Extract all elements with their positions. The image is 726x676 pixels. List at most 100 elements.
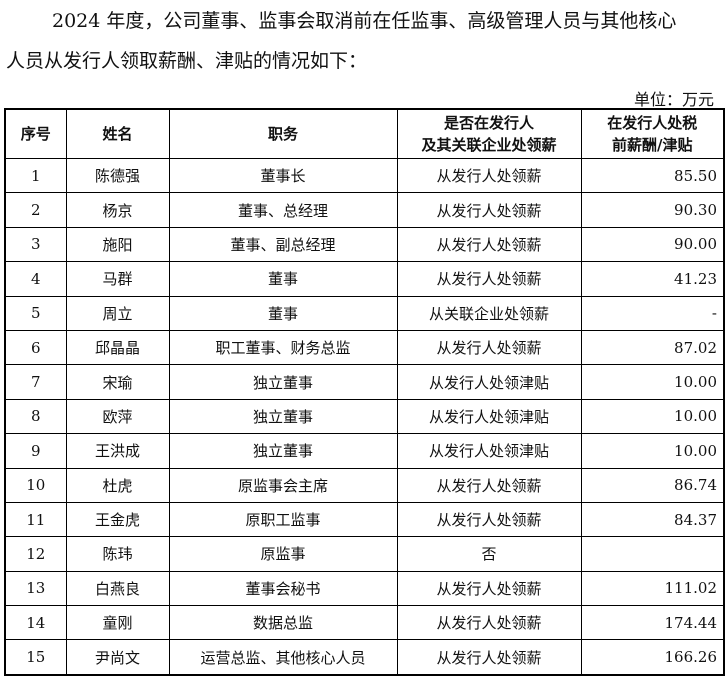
cell-position: 独立董事 — [168, 433, 398, 469]
cell-position: 原监事会主席 — [168, 467, 398, 503]
cell-name: 欧萍 — [65, 398, 170, 435]
intro-line-1: 2024 年度，公司董事、监事会取消前在任监事、高级管理人员与其他核心 — [52, 10, 677, 32]
cell-salary: 166.26 — [580, 639, 725, 676]
cell-index: 3 — [4, 226, 67, 263]
table-row: 8 欧萍 独立董事 从发行人处领津贴 10.00 — [4, 398, 725, 435]
cell-position: 董事长 — [168, 157, 398, 194]
table-row: 3 施阳 董事、副总经理 从发行人处领薪 90.00 — [4, 226, 725, 263]
cell-name: 白燕良 — [65, 570, 170, 607]
cell-index: 9 — [4, 433, 67, 469]
cell-position: 职工董事、财务总监 — [168, 329, 398, 366]
cell-name: 施阳 — [65, 226, 170, 263]
cell-name: 陈玮 — [65, 536, 170, 572]
cell-index: 7 — [4, 364, 67, 400]
cell-index: 14 — [4, 605, 67, 641]
table-row: 7 宋瑜 独立董事 从发行人处领津贴 10.00 — [4, 364, 725, 400]
cell-position: 独立董事 — [168, 398, 398, 435]
cell-position: 原监事 — [168, 536, 398, 572]
cell-paid-by: 从发行人处领薪 — [396, 329, 582, 366]
cell-index: 4 — [4, 261, 67, 297]
table-row: 11 王金虎 原职工监事 从发行人处领薪 84.37 — [4, 501, 725, 538]
cell-salary: 10.00 — [580, 398, 725, 435]
unit-label: 单位：万元 — [633, 90, 714, 109]
cell-salary: - — [580, 295, 725, 331]
cell-paid-by: 从发行人处领薪 — [396, 192, 582, 228]
cell-name: 王洪成 — [65, 433, 170, 469]
cell-salary: 90.00 — [580, 226, 725, 263]
compensation-table: 序号 姓名 职务 是否在发行人 及其关联企业处领薪 在发行人处税 前薪酬/津贴 … — [4, 108, 725, 676]
header-name: 姓名 — [65, 108, 170, 159]
header-salary: 在发行人处税 前薪酬/津贴 — [580, 108, 725, 159]
cell-name: 宋瑜 — [65, 364, 170, 400]
header-paid-by: 是否在发行人 及其关联企业处领薪 — [396, 108, 582, 159]
table-row: 5 周立 董事 从关联企业处领薪 - — [4, 295, 725, 331]
cell-index: 5 — [4, 295, 67, 331]
cell-name: 周立 — [65, 295, 170, 331]
cell-position: 运营总监、其他核心人员 — [168, 639, 398, 676]
cell-salary: 41.23 — [580, 261, 725, 297]
table-row: 4 马群 董事 从发行人处领薪 41.23 — [4, 261, 725, 297]
cell-paid-by: 从发行人处领薪 — [396, 226, 582, 263]
cell-salary: 10.00 — [580, 433, 725, 469]
table-row: 12 陈玮 原监事否 — [4, 536, 725, 572]
cell-paid-by: 否 — [396, 536, 582, 572]
cell-name: 尹尚文 — [65, 639, 170, 676]
cell-salary: 86.74 — [580, 467, 725, 503]
cell-paid-by: 从发行人处领薪 — [396, 501, 582, 538]
cell-position: 董事、总经理 — [168, 192, 398, 228]
cell-name: 童刚 — [65, 605, 170, 641]
cell-index: 15 — [4, 639, 67, 676]
cell-index: 8 — [4, 398, 67, 435]
cell-name: 陈德强 — [65, 157, 170, 194]
table-row: 13 白燕良 董事会秘书 从发行人处领薪 111.02 — [4, 570, 725, 607]
cell-paid-by: 从发行人处领薪 — [396, 157, 582, 194]
cell-paid-by: 从发行人处领薪 — [396, 261, 582, 297]
table-row: 10 杜虎 原监事会主席 从发行人处领薪 86.74 — [4, 467, 725, 503]
table-row: 14 童刚 数据总监 从发行人处领薪 174.44 — [4, 605, 725, 641]
cell-salary: 10.00 — [580, 364, 725, 400]
cell-index: 1 — [4, 157, 67, 194]
cell-name: 杜虎 — [65, 467, 170, 503]
cell-paid-by: 从发行人处领薪 — [396, 639, 582, 676]
cell-index: 11 — [4, 501, 67, 538]
cell-paid-by: 从发行人处领津贴 — [396, 364, 582, 400]
cell-paid-by: 从发行人处领薪 — [396, 605, 582, 641]
header-index: 序号 — [4, 108, 67, 159]
cell-index: 10 — [4, 467, 67, 503]
table-row: 1 陈德强 董事长 从发行人处领薪 85.50 — [4, 157, 725, 194]
cell-salary: 111.02 — [580, 570, 725, 607]
cell-paid-by: 从发行人处领薪 — [396, 570, 582, 607]
cell-position: 独立董事 — [168, 364, 398, 400]
cell-index: 6 — [4, 329, 67, 366]
cell-name: 杨京 — [65, 192, 170, 228]
cell-position: 数据总监 — [168, 605, 398, 641]
cell-index: 12 — [4, 536, 67, 572]
cell-salary: 174.44 — [580, 605, 725, 641]
header-position: 职务 — [168, 108, 398, 159]
table-header-row: 序号 姓名 职务 是否在发行人 及其关联企业处领薪 在发行人处税 前薪酬/津贴 — [4, 108, 725, 159]
cell-salary: 90.30 — [580, 192, 725, 228]
cell-index: 2 — [4, 192, 67, 228]
table-row: 2 杨京 董事、总经理 从发行人处领薪 90.30 — [4, 192, 725, 228]
cell-salary: 87.02 — [580, 329, 725, 366]
cell-name: 马群 — [65, 261, 170, 297]
cell-position: 董事、副总经理 — [168, 226, 398, 263]
table-row: 6 邱晶晶 职工董事、财务总监 从发行人处领薪 87.02 — [4, 329, 725, 366]
cell-salary — [580, 536, 725, 572]
cell-position: 董事会秘书 — [168, 570, 398, 607]
cell-salary: 85.50 — [580, 157, 725, 194]
cell-position: 董事 — [168, 295, 398, 331]
cell-name: 王金虎 — [65, 501, 170, 538]
cell-index: 13 — [4, 570, 67, 607]
cell-paid-by: 从发行人处领薪 — [396, 467, 582, 503]
intro-line-2: 人员从发行人领取薪酬、津贴的情况如下： — [6, 50, 368, 72]
cell-paid-by: 从关联企业处领薪 — [396, 295, 582, 331]
cell-position: 董事 — [168, 261, 398, 297]
cell-paid-by: 从发行人处领津贴 — [396, 398, 582, 435]
table-row: 9 王洪成 独立董事 从发行人处领津贴 10.00 — [4, 433, 725, 469]
cell-salary: 84.37 — [580, 501, 725, 538]
table-row: 15 尹尚文 运营总监、其他核心人员 从发行人处领薪 166.26 — [4, 639, 725, 676]
cell-paid-by: 从发行人处领津贴 — [396, 433, 582, 469]
cell-name: 邱晶晶 — [65, 329, 170, 366]
cell-position: 原职工监事 — [168, 501, 398, 538]
